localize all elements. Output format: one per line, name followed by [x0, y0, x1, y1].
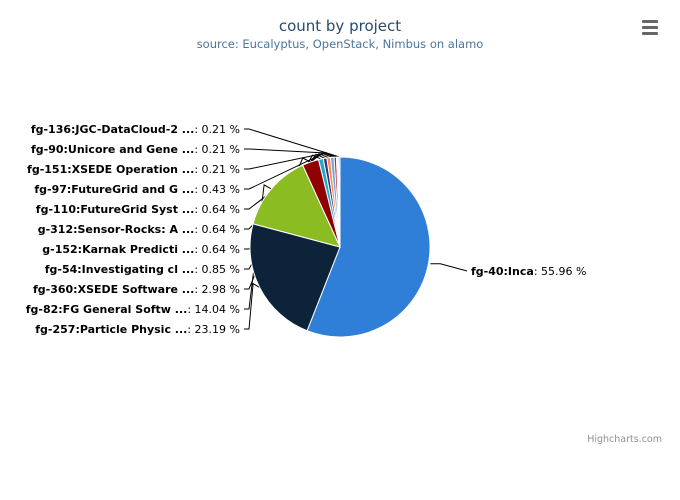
- credits-link[interactable]: Highcharts.com: [587, 434, 662, 445]
- slice-label: fg-97:FutureGrid and G ...: 0.43 %: [34, 183, 240, 196]
- slice-label: fg-136:JGC-DataCloud-2 ...: 0.21 %: [31, 123, 240, 136]
- slice-label: fg-151:XSEDE Operation ...: 0.21 %: [27, 163, 240, 176]
- pie-slice[interactable]: [252, 164, 341, 248]
- slice-label: fg-257:Particle Physic ...: 23.19 %: [35, 323, 240, 336]
- slice-label: g-152:Karnak Predicti ...: 0.64 %: [42, 243, 240, 256]
- chart-title: count by project: [278, 17, 402, 35]
- slice-label: fg-54:Investigating cl ...: 0.85 %: [45, 263, 240, 276]
- pie-slice[interactable]: [306, 156, 431, 338]
- chart-subtitle: source: Eucalyptus, OpenStack, Nimbus on…: [196, 37, 484, 51]
- slice-label: fg-110:FutureGrid Syst ...: 0.64 %: [36, 203, 240, 216]
- label-connector: [244, 152, 336, 190]
- slice-label: fg-82:FG General Softw ...: 14.04 %: [26, 303, 240, 316]
- slice-label: fg-90:Unicore and Gene ...: 0.21 %: [31, 143, 240, 156]
- slice-label: fg-40:Inca: 55.96 %: [471, 265, 586, 278]
- hamburger-menu-icon[interactable]: [638, 20, 662, 40]
- label-connector: [244, 282, 260, 330]
- label-connector: [244, 128, 340, 158]
- pie-slice[interactable]: [249, 223, 341, 332]
- label-connector: [430, 263, 468, 272]
- slice-label: g-312:Sensor-Rocks: A ...: 0.64 %: [38, 223, 240, 236]
- pie-slice[interactable]: [338, 156, 341, 248]
- slice-label: fg-360:XSEDE Software ...: 2.98 %: [33, 283, 240, 296]
